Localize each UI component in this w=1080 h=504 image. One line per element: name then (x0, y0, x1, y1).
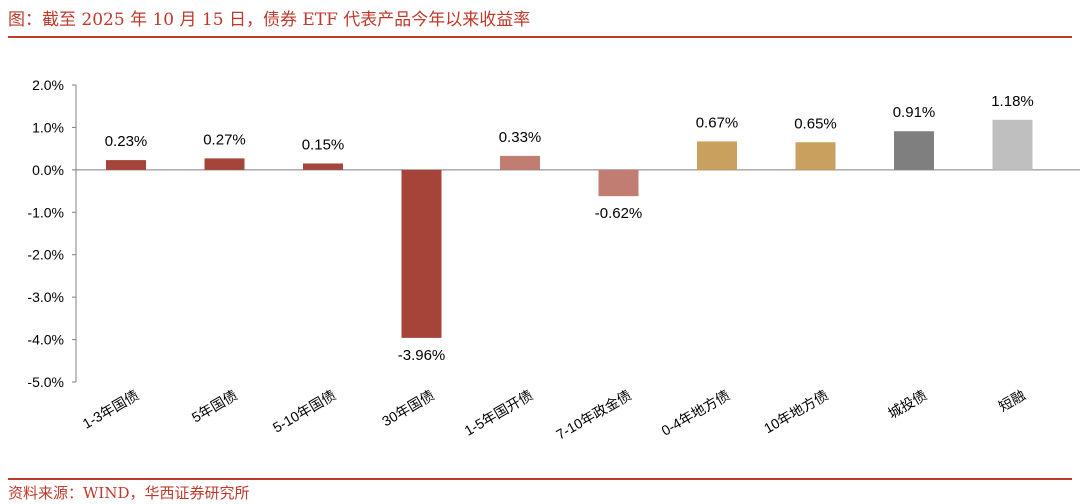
data-label: 0.15% (302, 136, 345, 153)
y-tick-label: -2.0% (27, 247, 64, 263)
category-label: 0-4年地方债 (658, 387, 732, 439)
category-label: 5-10年国债 (270, 387, 339, 436)
source-note: 资料来源：WIND，华西证券研究所 (8, 484, 250, 502)
y-tick-label: 2.0% (32, 77, 64, 93)
data-label: -0.62% (595, 205, 643, 222)
bar (894, 131, 934, 170)
data-label: 0.67% (696, 114, 739, 131)
y-tick-label: -4.0% (27, 332, 64, 348)
category-label: 1-3年国债 (80, 387, 142, 432)
bar (697, 141, 737, 170)
category-label: 30年国债 (379, 387, 437, 430)
y-tick-label: 0.0% (32, 162, 64, 178)
category-label: 10年地方债 (761, 387, 831, 437)
category-label: 5年国债 (189, 387, 240, 426)
data-label: 0.33% (499, 129, 542, 146)
bar (598, 169, 639, 197)
data-label: -3.96% (398, 347, 446, 364)
data-label: 1.18% (991, 93, 1034, 110)
y-tick-label: -5.0% (27, 374, 64, 390)
bar (795, 142, 836, 170)
title-divider (8, 36, 1072, 38)
bar (106, 160, 146, 170)
y-tick-label: 1.0% (32, 119, 64, 135)
category-label: 7-10年政金债 (553, 387, 634, 443)
footer-divider (8, 478, 1072, 480)
data-label: 0.91% (893, 104, 936, 121)
data-label: 0.65% (794, 115, 837, 132)
bar (992, 119, 1033, 170)
bar-chart: 2.0% 1.0% 0.0% -1.0% -2.0% -3.0% -4.0% -5.0% 0.2… (27, 77, 1080, 443)
y-tick-label: -1.0% (27, 204, 64, 220)
data-label: 0.27% (203, 131, 246, 148)
bar (500, 155, 540, 170)
category-label: 城投债 (885, 387, 929, 422)
y-tick-label: -3.0% (27, 289, 64, 305)
chart-title: 图：截至 2025 年 10 月 15 日，债券 ETF 代表产品今年以来收益率 (8, 10, 531, 30)
category-label: 短融 (996, 387, 1028, 415)
category-label: 1-5年国开债 (461, 387, 535, 439)
bar (204, 158, 245, 170)
data-label: 0.23% (105, 133, 148, 150)
bar (303, 163, 343, 170)
bar (401, 169, 442, 338)
